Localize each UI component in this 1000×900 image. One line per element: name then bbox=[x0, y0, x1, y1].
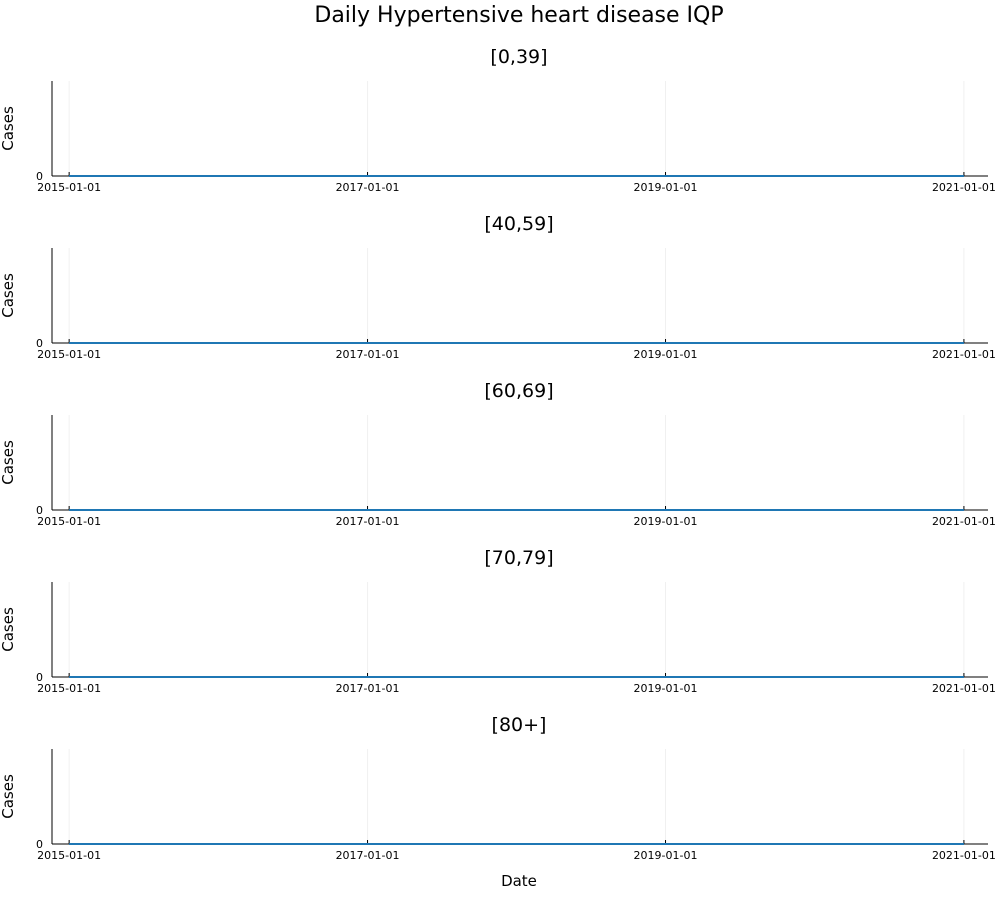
x-axis-label: Date bbox=[501, 872, 537, 890]
panel-title: [40,59] bbox=[484, 213, 553, 235]
chart-title: Daily Hypertensive heart disease IQP bbox=[314, 3, 723, 28]
x-tick-label: 2017-01-01 bbox=[336, 348, 400, 361]
y-axis-label: Cases bbox=[0, 607, 17, 652]
x-tick-label: 2017-01-01 bbox=[336, 181, 400, 194]
panel-2: [40,59] Cases 2015-01-01 2017-01-01 2019-01-… bbox=[0, 213, 996, 361]
x-tick-label: 2021-01-01 bbox=[932, 515, 996, 528]
x-tick-label: 2019-01-01 bbox=[634, 181, 698, 194]
panel-title: [80+] bbox=[492, 714, 547, 736]
panel-title: [70,79] bbox=[484, 547, 553, 569]
panel-5: [80+] Cases 2015-01-01 2017-01-01 2019-01-01… bbox=[0, 714, 996, 862]
x-tick-label: 2017-01-01 bbox=[336, 515, 400, 528]
y-tick-label: 0 bbox=[36, 504, 43, 517]
y-axis-label: Cases bbox=[0, 273, 17, 318]
x-tick-label: 2015-01-01 bbox=[37, 682, 101, 695]
panel-title: [0,39] bbox=[490, 46, 547, 68]
x-tick-label: 2015-01-01 bbox=[37, 849, 101, 862]
x-tick-label: 2021-01-01 bbox=[932, 348, 996, 361]
y-axis-label: Cases bbox=[0, 106, 17, 151]
x-tick-label: 2017-01-01 bbox=[336, 849, 400, 862]
x-tick-label: 2021-01-01 bbox=[932, 849, 996, 862]
panel-4: [70,79] Cases 2015-01-01 2017-01-01 2019-01-… bbox=[0, 547, 996, 695]
y-tick-label: 0 bbox=[36, 838, 43, 851]
y-axis-label: Cases bbox=[0, 440, 17, 485]
panel-3: [60,69] Cases 2015-01-01 2017-01-01 2019-01-… bbox=[0, 380, 996, 528]
x-tick-label: 2021-01-01 bbox=[932, 682, 996, 695]
x-tick-label: 2015-01-01 bbox=[37, 515, 101, 528]
x-tick-label: 2021-01-01 bbox=[932, 181, 996, 194]
y-axis-label: Cases bbox=[0, 774, 17, 819]
x-tick-label: 2019-01-01 bbox=[634, 348, 698, 361]
x-tick-label: 2019-01-01 bbox=[634, 515, 698, 528]
x-tick-label: 2019-01-01 bbox=[634, 682, 698, 695]
x-tick-label: 2019-01-01 bbox=[634, 849, 698, 862]
x-tick-label: 2015-01-01 bbox=[37, 181, 101, 194]
y-tick-label: 0 bbox=[36, 671, 43, 684]
y-tick-label: 0 bbox=[36, 337, 43, 350]
x-tick-label: 2017-01-01 bbox=[336, 682, 400, 695]
panel-1: [0,39] Cases 2015-01-01 2017-01-01 2019-01-0… bbox=[0, 46, 996, 194]
y-tick-label: 0 bbox=[36, 170, 43, 183]
x-tick-label: 2015-01-01 bbox=[37, 348, 101, 361]
panel-title: [60,69] bbox=[484, 380, 553, 402]
